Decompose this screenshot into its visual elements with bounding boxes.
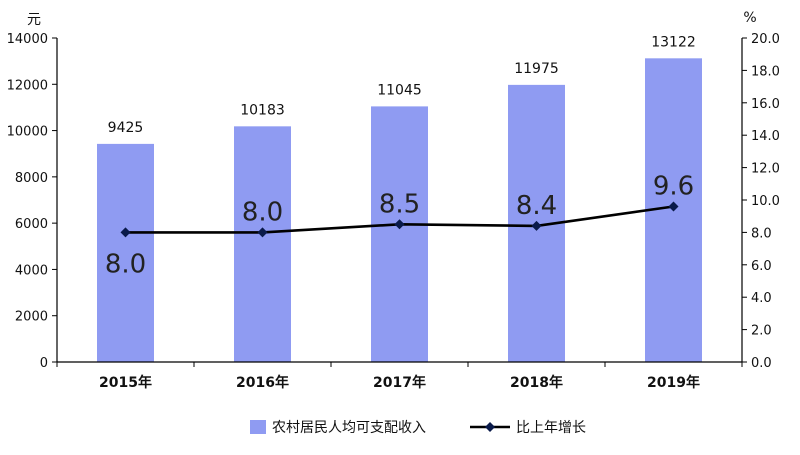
growth-value-label-0: 8.0 bbox=[105, 249, 146, 279]
right-tick-label-2: 4.0 bbox=[751, 291, 772, 306]
legend-line-label: 比上年增长 bbox=[516, 420, 586, 436]
growth-point-1 bbox=[257, 227, 268, 238]
bar-2 bbox=[371, 106, 428, 362]
right-tick-label-1: 2.0 bbox=[751, 324, 772, 339]
right-tick-label-3: 6.0 bbox=[751, 259, 772, 274]
legend-bar-label: 农村居民人均可支配收入 bbox=[272, 420, 426, 436]
left-tick-label-0: 0 bbox=[40, 356, 48, 371]
right-tick-label-5: 10.0 bbox=[751, 194, 780, 209]
left-tick-label-7: 14000 bbox=[7, 32, 48, 47]
growth-value-label-1: 8.0 bbox=[242, 197, 283, 227]
bar-value-label-4: 13122 bbox=[651, 34, 696, 50]
growth-value-label-2: 8.5 bbox=[379, 189, 420, 219]
right-tick-label-9: 18.0 bbox=[751, 64, 780, 79]
bar-0 bbox=[97, 143, 154, 362]
left-tick-label-4: 8000 bbox=[15, 171, 48, 186]
left-tick-label-1: 2000 bbox=[15, 310, 48, 325]
right-tick-label-6: 12.0 bbox=[751, 162, 780, 177]
growth-value-label-4: 9.6 bbox=[653, 171, 694, 201]
x-tick-label-3: 2018年 bbox=[510, 374, 563, 391]
legend-bar-swatch bbox=[250, 420, 266, 434]
left-tick-label-3: 6000 bbox=[15, 217, 48, 232]
x-tick-label-1: 2016年 bbox=[236, 374, 289, 391]
left-axis-unit: 元 bbox=[27, 12, 41, 28]
x-tick-label-2: 2017年 bbox=[373, 374, 426, 391]
x-tick-label-0: 2015年 bbox=[99, 374, 152, 391]
growth-value-label-3: 8.4 bbox=[516, 191, 557, 221]
x-tick-label-4: 2019年 bbox=[647, 374, 700, 391]
right-tick-label-7: 14.0 bbox=[751, 129, 780, 144]
left-tick-label-5: 10000 bbox=[7, 125, 48, 140]
right-axis-unit: % bbox=[743, 10, 756, 26]
right-tick-label-0: 0.0 bbox=[751, 356, 772, 371]
bar-value-label-3: 11975 bbox=[514, 61, 559, 77]
growth-point-2 bbox=[394, 219, 405, 230]
left-tick-label-2: 4000 bbox=[15, 263, 48, 278]
legend-line-marker bbox=[485, 422, 495, 432]
right-tick-label-4: 8.0 bbox=[751, 226, 772, 241]
growth-point-4 bbox=[668, 201, 679, 212]
left-tick-label-6: 12000 bbox=[7, 78, 48, 93]
bar-1 bbox=[234, 126, 291, 362]
bar-value-label-2: 11045 bbox=[377, 82, 422, 98]
right-tick-label-8: 16.0 bbox=[751, 97, 780, 112]
right-tick-label-10: 20.0 bbox=[751, 32, 780, 47]
bar-value-label-0: 9425 bbox=[108, 120, 144, 136]
growth-point-3 bbox=[531, 220, 542, 231]
bar-value-label-1: 10183 bbox=[240, 102, 285, 118]
growth-point-0 bbox=[120, 227, 131, 238]
